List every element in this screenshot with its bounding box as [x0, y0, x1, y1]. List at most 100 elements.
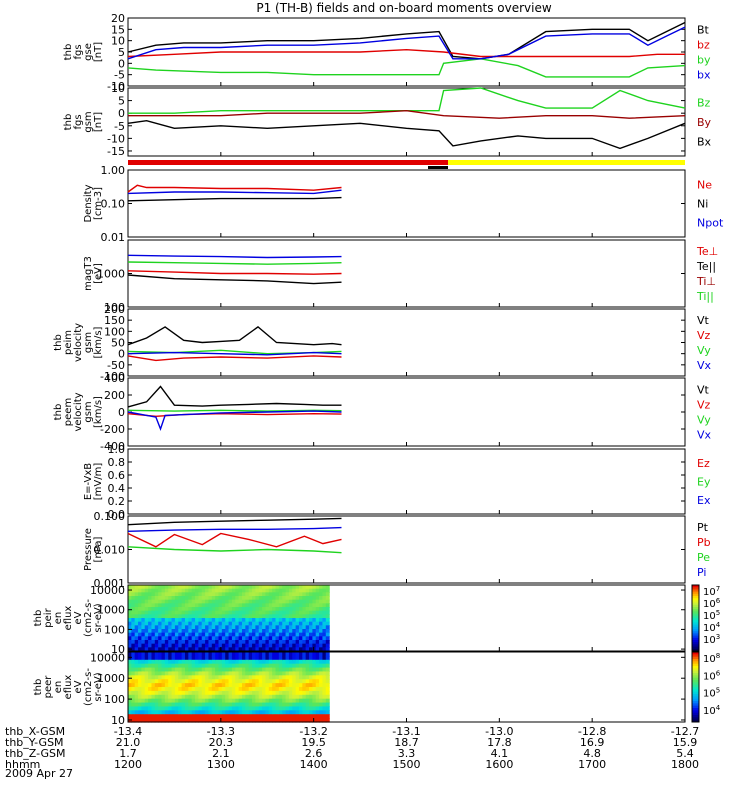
spectrogram-cell — [275, 694, 280, 700]
spectrogram-cell — [312, 647, 317, 652]
spectrogram-cell — [312, 687, 317, 692]
spectrogram-cell — [154, 592, 159, 597]
spectrogram-cell — [278, 599, 283, 604]
spectrogram-cell — [315, 618, 320, 623]
spectrogram-cell — [225, 618, 230, 623]
legend-entry: bx — [697, 69, 711, 82]
spectrogram-cell — [188, 640, 193, 645]
series-line-Pi — [127, 526, 342, 532]
spectrogram-cell — [325, 652, 330, 657]
spectrogram-cell — [258, 585, 263, 590]
spectrogram-cell — [148, 629, 153, 634]
spectrogram-cell — [298, 618, 303, 623]
spectrogram-cell — [282, 607, 287, 612]
spectrogram-cell — [228, 592, 233, 597]
spectrogram-cell — [231, 621, 236, 626]
spectrogram-cell — [218, 706, 223, 711]
spectrogram-cell — [218, 671, 223, 676]
spectrogram-cell — [195, 607, 199, 612]
spectrogram-cell — [218, 603, 223, 608]
spectrogram-cell — [208, 698, 213, 704]
spectrogram-cell — [235, 592, 240, 597]
spectrogram-cell — [295, 603, 300, 608]
spectrogram-cell — [265, 675, 270, 680]
spectrogram-cell — [298, 690, 303, 696]
y-tick-label: 10000 — [90, 584, 125, 597]
spectrogram-cell — [282, 659, 287, 665]
spectrogram-cell — [252, 614, 256, 619]
spectrogram-cell — [151, 663, 156, 669]
spectrogram-cell — [252, 607, 256, 612]
spectrogram-cell — [134, 588, 139, 593]
spectrogram-cell — [241, 596, 246, 601]
spectrogram-cell — [174, 706, 179, 711]
spectrogram-cell — [208, 629, 213, 634]
spectrogram-cell — [278, 652, 283, 657]
spectrogram-cell — [315, 636, 320, 641]
spectrogram-cell — [288, 659, 293, 665]
spectrogram-cell — [288, 632, 293, 637]
y-tick-label: 1000 — [97, 604, 125, 617]
spectrogram-cell — [228, 618, 233, 623]
spectrogram-cell — [298, 621, 303, 626]
spectrogram-cell — [245, 714, 250, 719]
spectrogram-cell — [181, 610, 186, 615]
spectrogram-cell — [128, 643, 132, 648]
spectrogram-cell — [154, 629, 159, 634]
spectrogram-cell — [144, 671, 149, 676]
spectrogram-cell — [252, 702, 256, 708]
spectrogram-cell — [315, 675, 320, 680]
spectrogram-cell — [309, 706, 313, 711]
spectrogram-cell — [298, 603, 303, 608]
spectrogram-cell — [305, 690, 310, 696]
colorbar-cell — [692, 593, 699, 597]
spectrogram-cell — [128, 614, 132, 619]
spectrogram-cell — [134, 603, 139, 608]
spectrogram-cell — [282, 603, 287, 608]
panel-frame — [127, 515, 686, 584]
x-axis-value: 16.9 — [580, 736, 605, 749]
spectrogram-cell — [255, 632, 260, 637]
spectrogram-cell — [141, 675, 146, 680]
spectrogram-cell — [141, 607, 146, 612]
spectrogram-cell — [305, 714, 310, 719]
spectrogram-cell — [228, 652, 233, 657]
x-axis-value: 19.5 — [301, 736, 326, 749]
spectrogram-cell — [138, 588, 143, 593]
spectrogram-cell — [292, 698, 297, 704]
spectrogram-cell — [218, 640, 223, 645]
spectrogram-cell — [312, 718, 317, 723]
spectrogram-cell — [288, 679, 293, 684]
spectrogram-cell — [278, 714, 283, 719]
spectrogram-cell — [128, 690, 132, 696]
spectrogram-cell — [191, 614, 196, 619]
colorbar-cell — [692, 661, 699, 665]
spectrogram-cell — [225, 675, 230, 680]
spectrogram-cell — [268, 718, 273, 723]
spectrogram-cell — [278, 698, 283, 704]
spectrogram-cell — [205, 614, 210, 619]
spectrogram-cell — [315, 698, 320, 704]
spectrogram-cell — [262, 718, 267, 723]
spectrogram-cell — [215, 614, 220, 619]
spectrogram-cell — [282, 625, 287, 630]
spectrogram-cell — [211, 659, 216, 665]
spectrogram-cell — [262, 710, 267, 715]
spectrogram-cell — [295, 663, 300, 669]
x-axis-value: 5.4 — [676, 747, 694, 760]
spectrogram-cell — [174, 702, 179, 708]
spectrogram-cell — [181, 614, 186, 619]
spectrogram-cell — [315, 714, 320, 719]
spectrogram-cell — [252, 643, 256, 648]
spectrogram-cell — [134, 621, 139, 626]
spectrogram-cell — [319, 718, 324, 723]
spectrogram-cell — [275, 667, 280, 673]
spectrogram-cell — [128, 710, 132, 715]
spectrogram-cell — [164, 667, 169, 673]
spectrogram-cell — [128, 655, 132, 661]
spectrogram-cell — [225, 629, 230, 634]
spectrogram-cell — [198, 652, 203, 657]
spectrogram-cell — [225, 683, 230, 688]
spectrogram-cell — [245, 675, 250, 680]
spectrogram-cell — [302, 652, 307, 657]
